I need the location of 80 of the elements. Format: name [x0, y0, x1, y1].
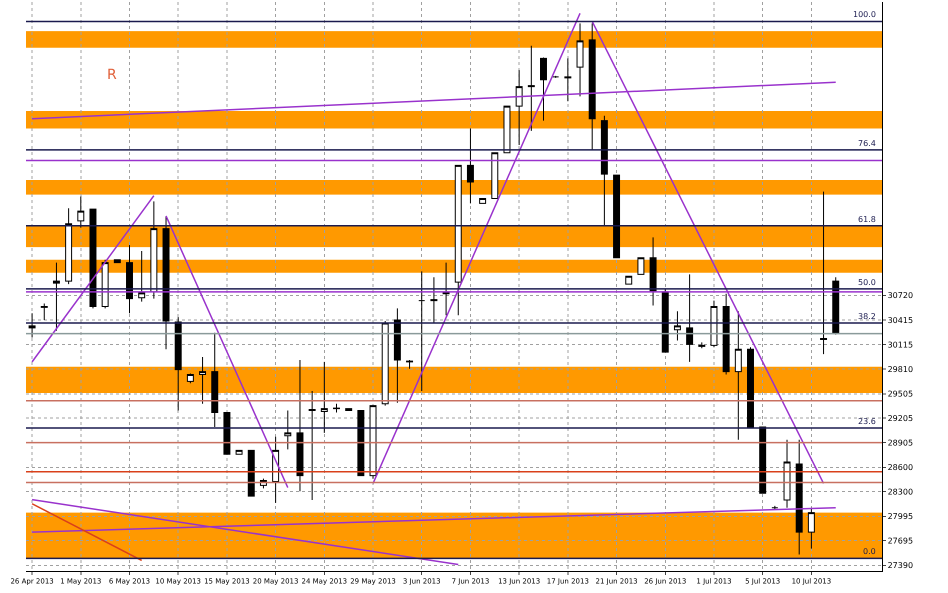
candlestick — [333, 403, 340, 413]
candlestick — [186, 373, 194, 384]
candlestick — [308, 390, 316, 500]
candlestick — [248, 450, 255, 497]
annotation: 0.0 — [863, 547, 876, 556]
y-tick-label: 28905 — [888, 438, 914, 448]
annotation: 61.8 — [858, 215, 876, 224]
candlestick — [454, 164, 462, 316]
annotation: 23.6 — [858, 417, 876, 426]
candlestick — [820, 191, 828, 355]
y-tick-label: 28600 — [888, 463, 914, 472]
candlestick — [722, 293, 730, 376]
candlestick — [466, 128, 474, 204]
candlestick — [528, 45, 535, 132]
candlestick — [734, 310, 742, 440]
candlestick — [77, 196, 84, 228]
candlestick — [394, 308, 401, 404]
candlestick — [710, 300, 718, 348]
candlestick — [174, 316, 182, 412]
candlestick — [320, 361, 328, 434]
candlestick — [540, 56, 547, 122]
candlestick — [211, 332, 218, 428]
candlestick — [552, 75, 560, 78]
candlestick — [296, 359, 304, 492]
candlestick — [503, 106, 510, 154]
candlestick — [796, 439, 803, 555]
candlestick — [162, 215, 170, 350]
candlestick — [65, 208, 72, 285]
y-tick-label: 29810 — [888, 364, 914, 374]
y-tick-label: 29205 — [888, 414, 914, 424]
candlestick — [637, 257, 644, 275]
candlestick — [650, 236, 657, 306]
candlestick — [382, 320, 389, 406]
candlestick — [236, 450, 243, 455]
candlestick — [150, 200, 158, 300]
y-tick-label: 30720 — [888, 291, 914, 300]
candlestick — [600, 115, 608, 226]
candlestick — [808, 507, 815, 550]
y-tick-label: 27995 — [888, 512, 914, 522]
candlestick — [698, 342, 706, 349]
y-tick-label: 30415 — [888, 316, 914, 325]
candlestick — [126, 244, 133, 314]
candlestick — [686, 274, 694, 362]
candlestick — [430, 276, 438, 324]
y-tick-label: 27390 — [888, 561, 914, 570]
candlestick — [747, 346, 754, 428]
candlestick — [564, 58, 572, 102]
candlestick — [223, 412, 230, 455]
annotation: R — [107, 67, 117, 83]
y-tick-label: 30115 — [888, 340, 914, 350]
annotation: 50.0 — [858, 278, 876, 287]
candlestick — [759, 426, 766, 494]
candlestick — [89, 208, 96, 309]
candlestick — [370, 405, 377, 480]
candlestick — [418, 270, 426, 392]
candlestick — [284, 410, 292, 450]
candlestick — [771, 505, 778, 510]
y-tick-label: 29505 — [888, 390, 914, 399]
annotation: 100.0 — [853, 10, 876, 19]
candlestick — [357, 410, 364, 476]
candlestick — [784, 439, 791, 508]
candlestick — [138, 250, 146, 302]
candlestick — [491, 152, 498, 199]
candlestick — [52, 262, 60, 332]
candlestick — [674, 310, 681, 341]
annotation: 76.4 — [858, 139, 876, 148]
candlestick — [479, 198, 486, 204]
candlestick — [442, 262, 450, 316]
candlestick — [40, 303, 48, 321]
candlestick — [576, 22, 584, 97]
candlestick — [28, 312, 36, 338]
y-tick-label: 27695 — [888, 536, 914, 546]
candlestick — [345, 408, 352, 412]
y-tick-label: 28300 — [888, 487, 914, 496]
candlestick — [613, 174, 620, 258]
candlestick — [516, 70, 523, 146]
candlestick — [199, 356, 206, 404]
candlestick — [406, 359, 414, 370]
candlestick — [588, 22, 596, 150]
annotation: 38.2 — [858, 312, 876, 321]
